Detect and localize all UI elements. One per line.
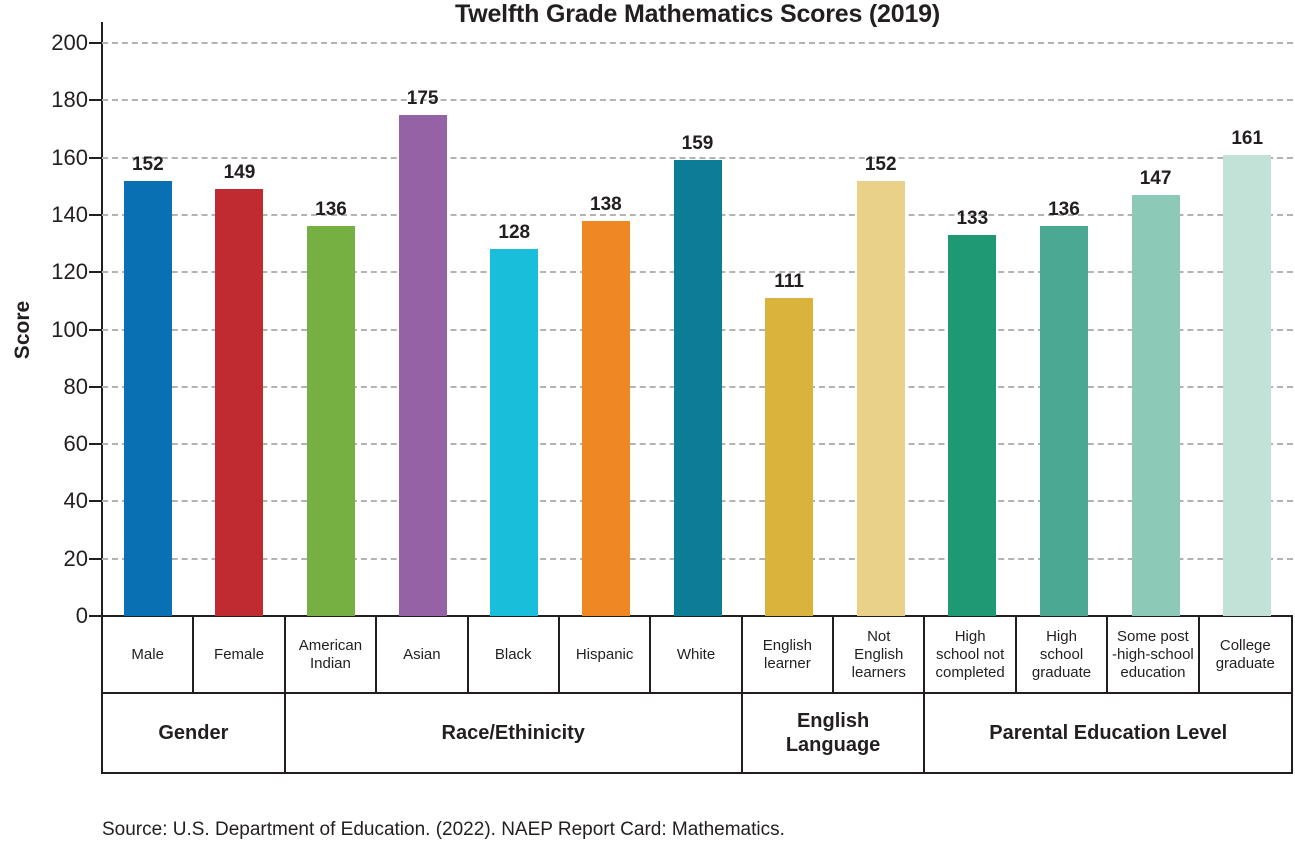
y-axis-tick — [89, 328, 102, 331]
y-axis-tick-label: 140 — [51, 201, 88, 227]
y-axis-tick — [89, 500, 102, 503]
bar-value-label: 111 — [774, 270, 804, 292]
category-cell-male: Male — [103, 617, 195, 692]
bar-value-label: 133 — [956, 207, 989, 229]
group-cell-race-ethinicity: Race/Ethinicity — [285, 692, 743, 772]
gridline — [102, 42, 1293, 44]
y-axis-tick — [89, 42, 102, 44]
y-axis-tick — [89, 271, 102, 274]
chart-title: Twelfth Grade Mathematics Scores (2019) — [455, 0, 940, 28]
category-cell-american-indian: American Indian — [286, 617, 378, 692]
y-axis-tick — [89, 385, 102, 388]
y-axis-tick-label: 120 — [51, 259, 88, 285]
source-note: Source: U.S. Department of Education. (2… — [102, 819, 785, 840]
y-axis-tick — [89, 443, 102, 446]
bar-value-label: 136 — [1048, 199, 1080, 221]
y-axis-tick — [89, 156, 102, 159]
bar-female — [215, 189, 264, 616]
y-axis-tick-label: 100 — [51, 316, 88, 342]
bar-value-label: 152 — [864, 153, 897, 175]
category-label-table: Male Female American Indian Asian Black Hispa… — [101, 615, 1293, 774]
category-cell-asian: Asian — [377, 617, 469, 692]
category-cell-high-school-not-completed: High school not completed — [925, 617, 1017, 692]
bar-male — [123, 180, 172, 616]
gridline — [102, 99, 1293, 102]
bar-value-label: 147 — [1139, 167, 1172, 189]
bar-value-label: 149 — [223, 162, 256, 184]
group-cell-parental-education-level: Parental Education Level — [925, 692, 1291, 772]
bar-college-graduate — [1223, 154, 1272, 616]
y-axis-tick-label: 200 — [51, 30, 88, 55]
category-cell-white: White — [651, 617, 743, 692]
bar-american-indian — [307, 226, 356, 616]
category-cell-some-post-high-school-education: Some post -high-school education — [1108, 617, 1200, 692]
y-axis-tick-label: 20 — [63, 545, 88, 571]
bar-high-school-graduate — [1039, 226, 1088, 616]
y-axis-tick-label: 160 — [51, 144, 88, 170]
category-cell-not-english-learners: Not English learners — [834, 617, 926, 692]
gridline — [102, 156, 1293, 159]
y-axis-tick-label: 0 — [75, 603, 88, 628]
category-cell-english-learner: English learner — [743, 617, 835, 692]
category-cell-black: Black — [469, 617, 560, 692]
bar-hispanic — [581, 220, 630, 616]
bar-value-label: 159 — [681, 133, 714, 155]
bar-not-english-learners — [856, 180, 905, 616]
y-axis-tick-label: 40 — [63, 488, 88, 514]
bar-value-label: 138 — [590, 193, 622, 215]
y-axis-tick-label: 60 — [63, 431, 88, 457]
bar-high-school-not-completed — [948, 234, 997, 616]
bar-value-label: 136 — [315, 199, 347, 221]
y-axis-line — [101, 22, 103, 617]
y-axis-tick — [89, 615, 102, 617]
group-cell-english-language: English Language — [742, 692, 926, 772]
category-cell-hispanic: Hispanic — [560, 617, 652, 692]
y-axis-tick — [89, 557, 102, 560]
y-axis-tick — [89, 99, 102, 102]
category-cell-high-school-graduate: High school graduate — [1017, 617, 1109, 692]
bar-black — [490, 249, 539, 616]
y-axis-tick-label: 180 — [51, 87, 88, 113]
group-cell-gender: Gender — [103, 692, 286, 772]
y-axis-tick — [89, 213, 102, 216]
category-cell-female: Female — [194, 617, 286, 692]
bar-white — [673, 160, 722, 616]
bar-value-label: 175 — [406, 87, 439, 109]
bar-some-post-high-school-education — [1131, 194, 1180, 616]
y-axis-tick-label: 80 — [63, 373, 88, 399]
bar-english-learner — [765, 297, 814, 616]
bar-asian — [398, 114, 447, 616]
bar-value-label: 161 — [1231, 127, 1264, 149]
bar-value-label: 152 — [131, 153, 164, 175]
category-cell-college-graduate: College graduate — [1215, 636, 1275, 672]
bar-value-label: 128 — [498, 222, 531, 244]
